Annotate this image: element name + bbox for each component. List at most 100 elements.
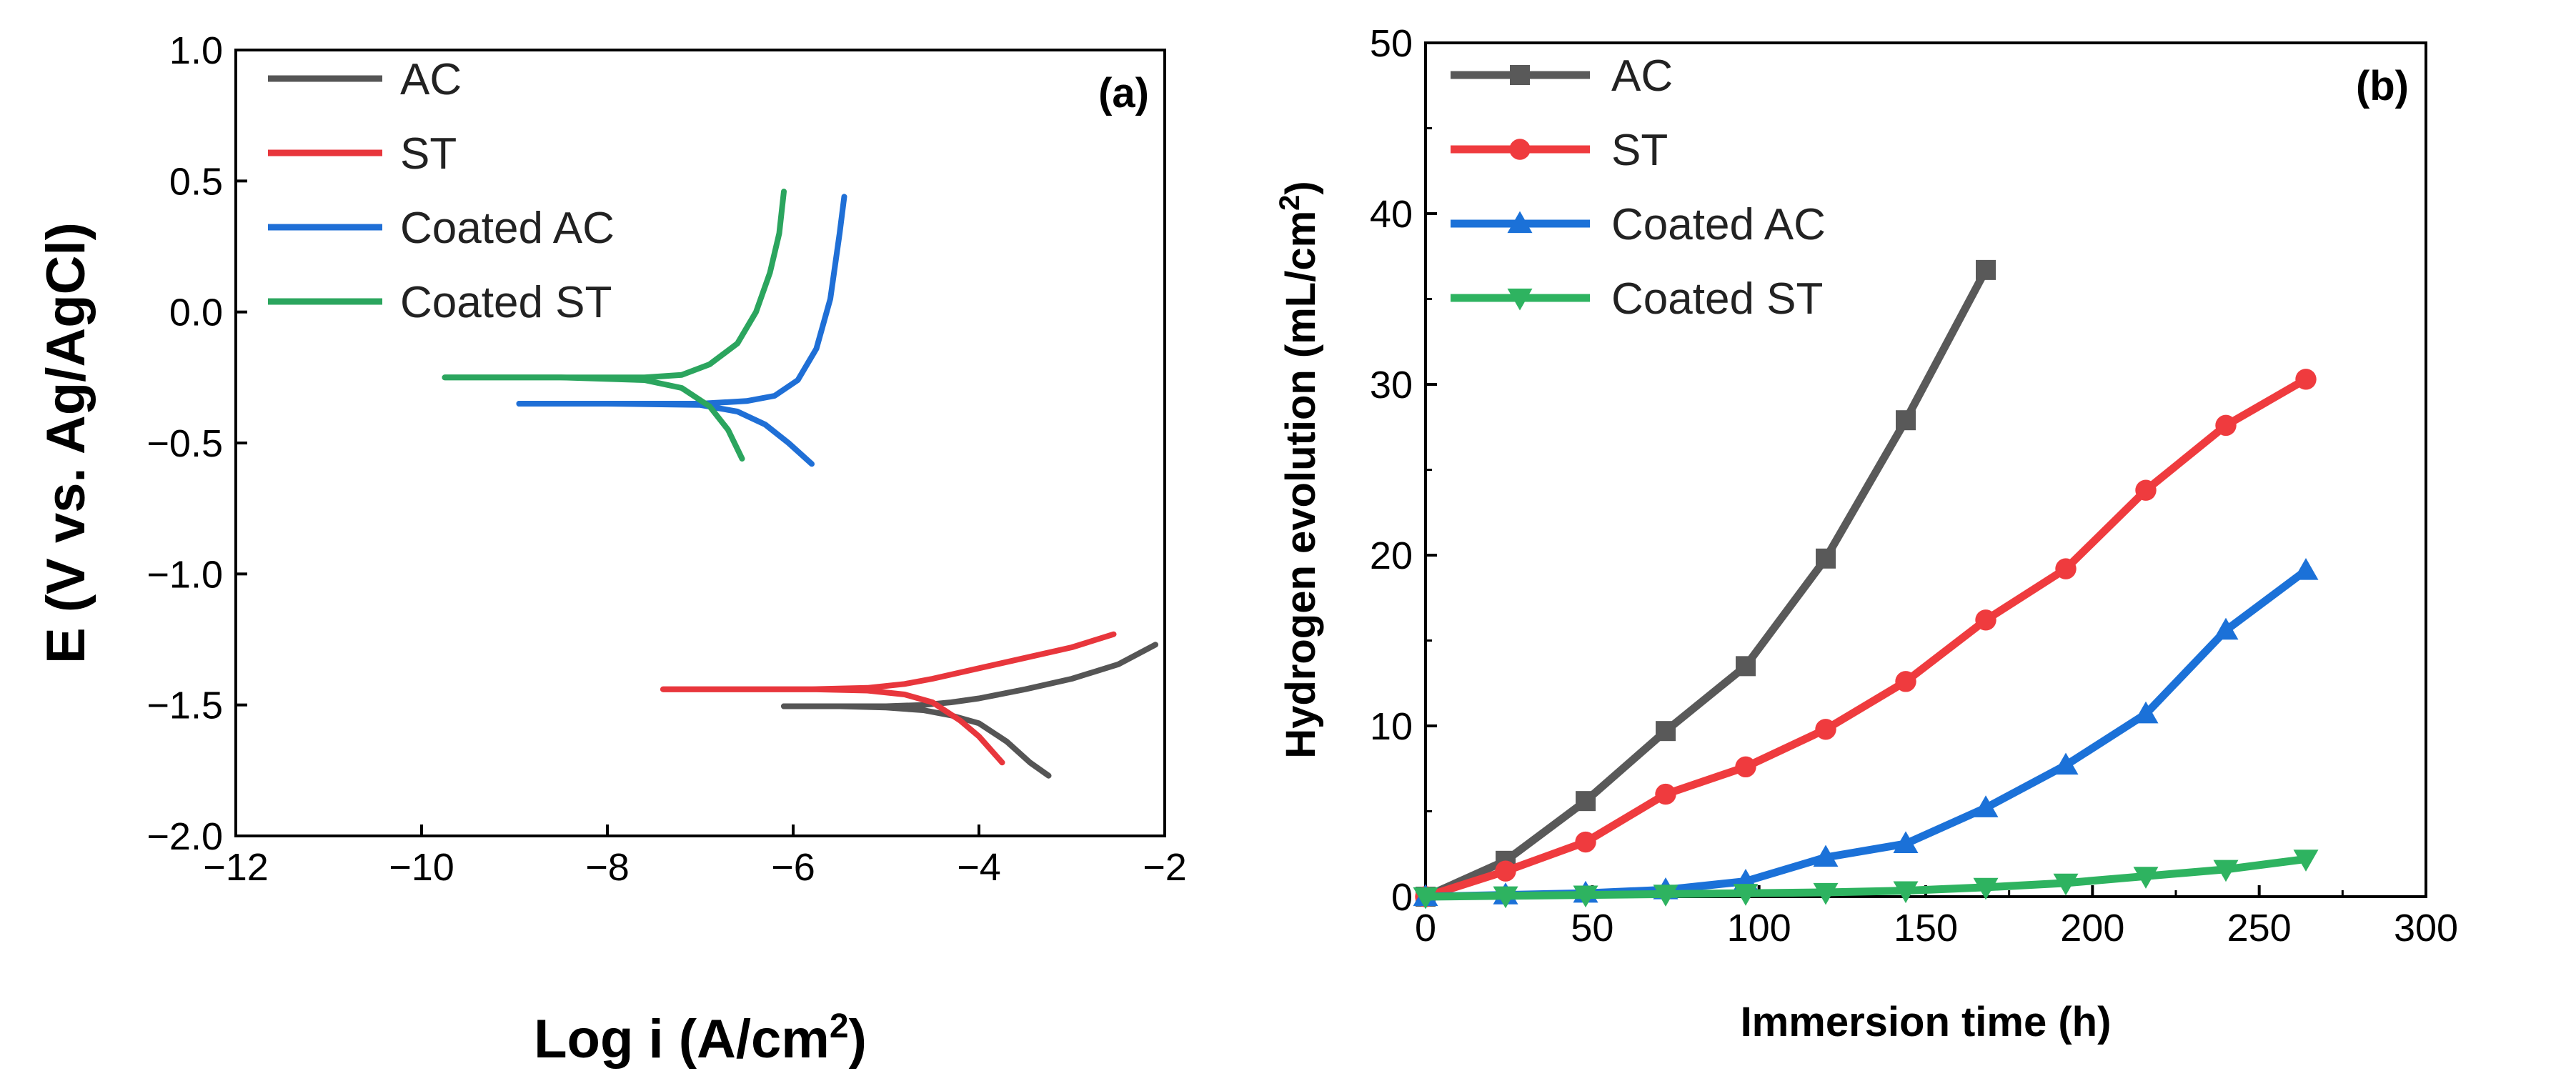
panel-a: −12 −10 −8 −6 −4 −21.00.50.0−0.5−1.0−1.5−2.0 … <box>36 29 1187 1070</box>
series-line-ac <box>781 703 1052 779</box>
data-point <box>1893 831 1919 854</box>
y-tick-label: 50 <box>1370 22 1413 65</box>
data-point <box>1735 756 1756 778</box>
series-line-coated-ac <box>1425 567 2309 901</box>
data-point <box>2295 369 2317 390</box>
data-point <box>1653 885 1679 907</box>
x-tick-label: −12 <box>203 846 269 889</box>
data-point <box>1507 288 1533 311</box>
data-point <box>1973 795 1999 817</box>
plot-b-frame <box>1424 41 2427 898</box>
y-tick-label: −2.0 <box>146 815 223 858</box>
data-point <box>1493 886 1518 909</box>
plot-b-ticks: 0 50 100 150 200 250 300 0 10 20 30 40 50 <box>1370 22 2458 950</box>
y-tick-label: 20 <box>1370 534 1413 577</box>
data-point <box>1510 65 1530 85</box>
series-line-ac <box>1423 268 1989 901</box>
y-tick-label: 30 <box>1370 364 1413 407</box>
series-line-st <box>1424 376 2308 901</box>
x-tick-label: 0 <box>1415 907 1436 950</box>
data-point <box>2053 752 2079 775</box>
data-point <box>1813 845 1839 867</box>
legend-label: ST <box>1611 126 1668 175</box>
legend-label: AC <box>1611 51 1673 101</box>
legend-label: Coated AC <box>1611 200 1826 249</box>
data-point <box>1736 656 1756 677</box>
data-point <box>1509 139 1531 160</box>
series-line-st <box>660 686 1005 766</box>
x-tick-label: −8 <box>585 846 630 889</box>
data-point <box>2133 867 2159 889</box>
y-tick-label: 1.0 <box>169 29 223 72</box>
data-point <box>1815 719 1836 740</box>
data-point <box>1413 887 1438 910</box>
plot-a-ticks: −12 −10 −8 −6 −4 −2 1.0 0.5 0.0 −0.5 −1.0 −1.5 −2.0 <box>146 29 1186 889</box>
data-point <box>1573 885 1598 908</box>
plot-a-lines <box>442 189 1158 779</box>
y-tick-label: 0 <box>1391 876 1413 919</box>
legend-label: AC <box>400 55 462 104</box>
x-tick-label: 250 <box>2227 907 2292 950</box>
data-point <box>1893 881 1919 904</box>
y-tick-label: 0.0 <box>169 292 223 334</box>
y-tick-label: −1.0 <box>146 553 223 596</box>
panel-a-label: (a) <box>1098 70 1149 116</box>
y-tick-label: 40 <box>1370 193 1413 236</box>
y-tick-label: −1.5 <box>146 684 223 727</box>
data-point <box>1655 783 1676 805</box>
data-point <box>2133 701 2159 724</box>
data-point <box>1976 259 1996 280</box>
plot-a-legend: AC ST Coated AC Coated ST <box>268 55 615 327</box>
x-tick-label: 100 <box>1727 907 1791 950</box>
x-tick-label: −2 <box>1143 846 1187 889</box>
x-tick-label: −10 <box>389 846 454 889</box>
data-point <box>2135 479 2157 501</box>
plot-b-legend: AC ST Coated AC Coated ST <box>1451 51 1826 324</box>
data-point <box>1813 882 1839 905</box>
x-tick-label: 300 <box>2394 907 2458 950</box>
plot-b-x-axis-title: Immersion time (h) <box>1741 999 2112 1045</box>
legend-label: Coated ST <box>1611 274 1823 324</box>
data-point <box>1975 609 1996 631</box>
plot-a-y-axis-title: E (V vs. Ag/AgCl) <box>36 222 96 664</box>
legend-label: Coated AC <box>400 204 615 253</box>
data-point <box>1816 548 1836 569</box>
x-tick-label: 200 <box>2060 907 2124 950</box>
data-point <box>2053 873 2079 896</box>
data-point <box>2213 617 2239 640</box>
data-point <box>1495 860 1516 882</box>
y-tick-label: −0.5 <box>146 422 223 465</box>
data-point <box>1733 884 1759 906</box>
data-point <box>2055 558 2077 579</box>
x-tick-label: 150 <box>1894 907 1958 950</box>
data-point <box>2293 558 2319 580</box>
series-line-coated-st <box>1425 855 2307 901</box>
series-line-coated-ac <box>516 401 815 467</box>
plot-b-y-axis-title: Hydrogen evolution (mL/cm2) <box>1274 181 1324 759</box>
x-tick-label: −4 <box>957 846 1001 889</box>
series-line-coated-st <box>442 374 745 462</box>
data-point <box>1575 831 1596 853</box>
series-line-ac <box>781 642 1158 709</box>
y-tick-label: 0.5 <box>169 160 223 203</box>
plot-a-frame <box>234 49 1166 837</box>
series-line-st <box>660 631 1117 692</box>
data-point <box>1576 791 1596 812</box>
x-tick-label: −6 <box>771 846 815 889</box>
data-point <box>1973 877 1999 900</box>
data-point <box>1896 410 1916 431</box>
data-point <box>1656 721 1676 742</box>
panel-b: 0 50 100 150 200 250 300 0 10 20 30 40 50 AC ST Coated… <box>1274 22 2458 1045</box>
panel-b-label: (b) <box>2356 63 2409 109</box>
data-point <box>1507 211 1533 234</box>
data-point <box>2293 850 2319 872</box>
plot-b-lines <box>1413 259 2319 910</box>
data-point <box>2213 860 2239 882</box>
data-point <box>2215 414 2237 437</box>
data-point <box>1895 671 1916 692</box>
y-tick-label: 10 <box>1370 705 1413 748</box>
x-tick-label: 50 <box>1571 907 1613 950</box>
plot-a-x-axis-title: Log i (A/cm2) <box>534 1007 867 1070</box>
legend-label: Coated ST <box>400 278 612 327</box>
